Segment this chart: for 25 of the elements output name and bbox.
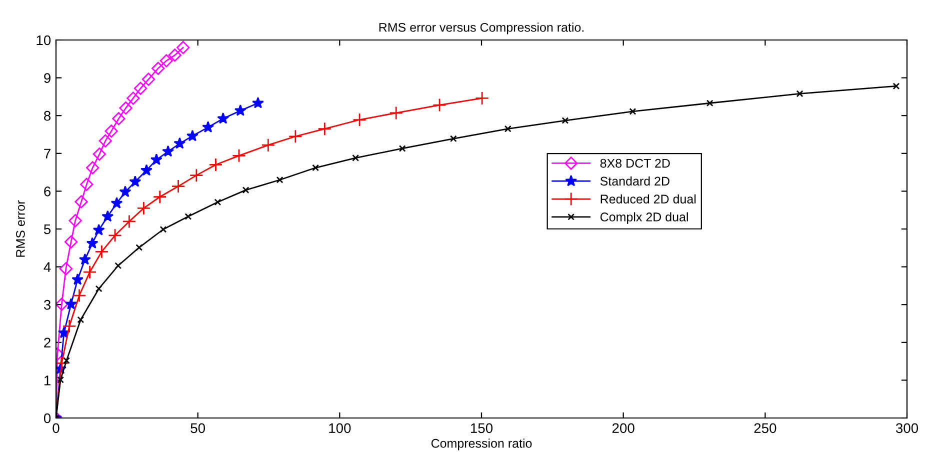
y-tick-label: 8 — [44, 110, 51, 121]
x-tick-label: 100 — [329, 423, 351, 434]
legend-label: 8X8 DCT 2D — [600, 158, 670, 168]
legend-label: Standard 2D — [600, 176, 670, 186]
y-tick-label: 6 — [44, 186, 51, 196]
x-axis-title: Compression ratio — [431, 438, 532, 450]
y-tick-label: 7 — [44, 148, 50, 158]
legend-label: Complx 2D dual — [600, 212, 688, 224]
chart-title: RMS error versus Compression ratio. — [379, 22, 584, 34]
y-tick-label: 2 — [44, 338, 50, 348]
legend-label: Reduced 2D dual — [600, 194, 696, 204]
y-axis-title: RMS error — [16, 200, 25, 257]
y-tick-label: 4 — [44, 262, 51, 272]
y-tick-label: 5 — [44, 224, 51, 234]
x-tick-label: 0 — [52, 423, 60, 434]
y-tick-label: 9 — [44, 73, 50, 83]
x-tick-label: 300 — [896, 423, 918, 434]
y-tick-label: 1 — [44, 376, 50, 386]
y-tick-label: 0 — [44, 413, 51, 424]
x-tick-label: 250 — [754, 423, 776, 434]
y-tick-label: 10 — [36, 35, 51, 46]
y-tick-label: 3 — [44, 300, 51, 310]
x-tick-label: 50 — [190, 423, 206, 434]
x-tick-label: 200 — [612, 423, 634, 434]
x-tick-label: 150 — [470, 423, 493, 434]
